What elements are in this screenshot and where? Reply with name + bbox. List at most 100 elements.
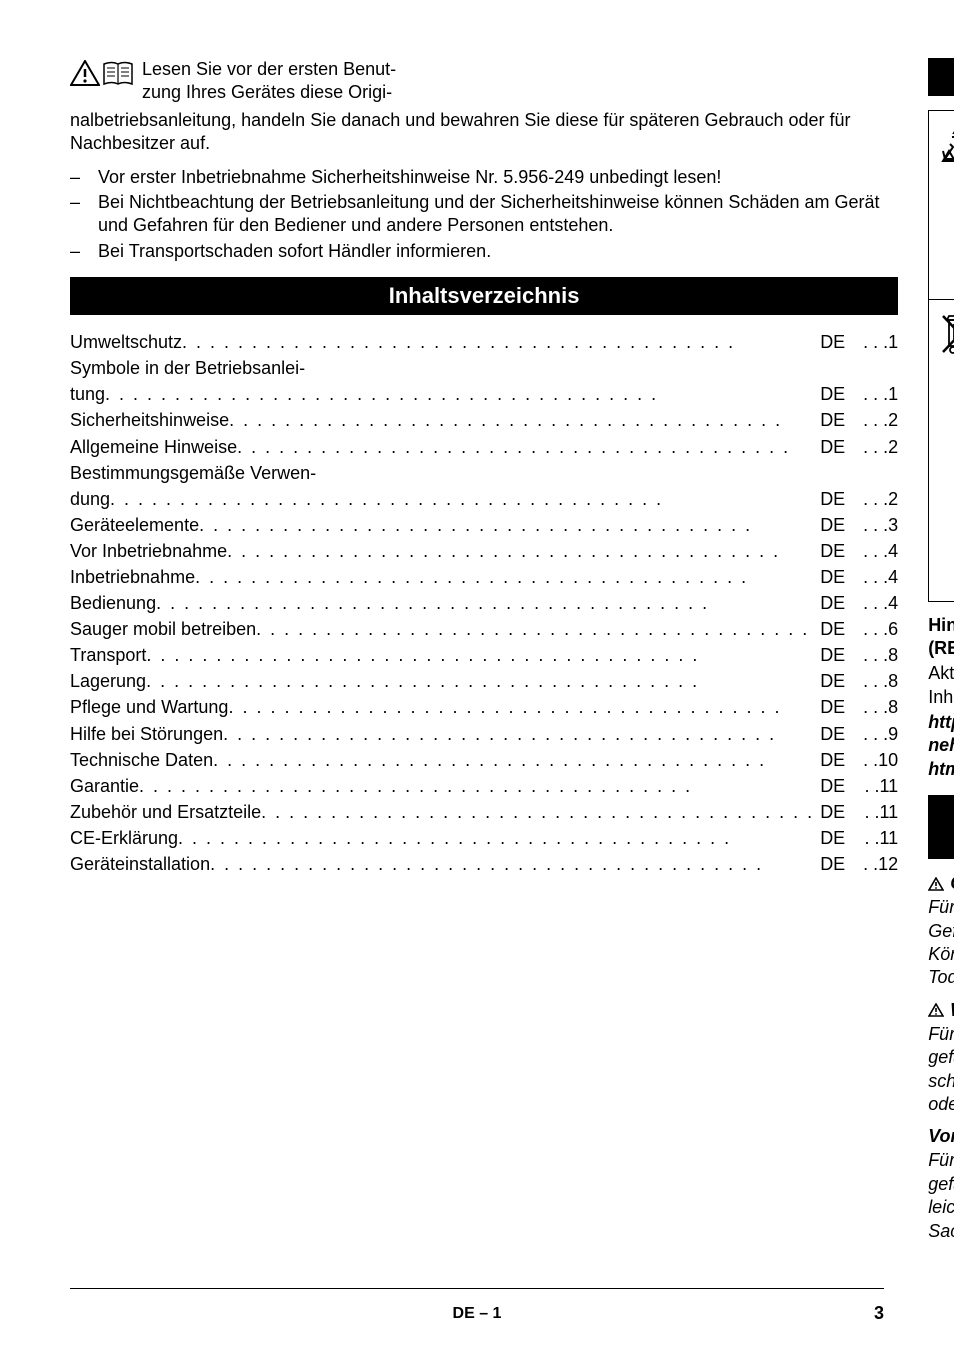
env-heading: Umweltschutz [928, 58, 954, 96]
toc-lang: DE [814, 799, 850, 825]
toc-page: . .11 [850, 773, 898, 799]
toc-page: . . .8 [850, 694, 898, 720]
toc-row: Vor Inbetriebnahme . . . . . . . . . . .… [70, 538, 898, 564]
toc-row: Geräteelemente . . . . . . . . . . . . .… [70, 512, 898, 538]
toc-row: Geräteinstallation . . . . . . . . . . .… [70, 851, 898, 877]
toc-page: . .11 [850, 799, 898, 825]
toc-lang: DE [814, 773, 850, 799]
toc-row: Hilfe bei Störungen . . . . . . . . . . … [70, 721, 898, 747]
toc-row: Sauger mobil betreiben . . . . . . . . .… [70, 616, 898, 642]
toc-lang: DE [814, 590, 850, 616]
toc-lang: DE [814, 329, 850, 355]
recycle-icon [935, 119, 954, 169]
toc-lang: DE [814, 851, 850, 877]
table-of-contents: Umweltschutz . . . . . . . . . . . . . .… [70, 329, 898, 877]
manual-book-icon [102, 60, 134, 86]
toc-lang: DE [814, 381, 850, 407]
toc-lang: DE [814, 747, 850, 773]
right-column: Umweltschutz [928, 58, 954, 1253]
toc-leader-dots: . . . . . . . . . . . . . . . . . . . . … [223, 721, 814, 747]
toc-lang: DE [814, 721, 850, 747]
toc-leader-dots: . . . . . . . . . . . . . . . . . . . . … [261, 799, 814, 825]
toc-row: Sicherheitshinweise . . . . . . . . . . … [70, 407, 898, 433]
toc-lang: DE [814, 486, 850, 512]
toc-label: Symbole in der Betriebsanlei- [70, 355, 305, 381]
list-item: Bei Transportschaden sofort Händler info… [70, 240, 898, 263]
toc-page: . . .4 [850, 590, 898, 616]
toc-row: Bedienung . . . . . . . . . . . . . . . … [70, 590, 898, 616]
toc-leader-dots: . . . . . . . . . . . . . . . . . . . . … [178, 825, 814, 851]
reach-url: http://www.karcher.de/de/unternehmen/umw… [928, 711, 954, 781]
toc-label: Technische Daten [70, 747, 213, 773]
toc-label: Geräteinstallation [70, 851, 210, 877]
warning-triangle-icon [928, 877, 944, 891]
toc-row: Pflege und Wartung . . . . . . . . . . .… [70, 694, 898, 720]
toc-page: . . .2 [850, 407, 898, 433]
toc-label: Transport [70, 642, 146, 668]
toc-page: . . .1 [850, 381, 898, 407]
toc-leader-dots: . . . . . . . . . . . . . . . . . . . . … [156, 590, 814, 616]
toc-row: Garantie . . . . . . . . . . . . . . . .… [70, 773, 898, 799]
toc-label: tung [70, 381, 105, 407]
toc-page: . . .8 [850, 642, 898, 668]
intro-line1: Lesen Sie vor der ersten Benut- [142, 58, 396, 81]
toc-page: . . .4 [850, 564, 898, 590]
warning-text: Für eine möglicherweise gefährliche Situ… [928, 1023, 954, 1117]
toc-leader-dots: . . . . . . . . . . . . . . . . . . . . … [146, 642, 814, 668]
toc-lang: DE [814, 434, 850, 460]
toc-row: dung . . . . . . . . . . . . . . . . . .… [70, 486, 898, 512]
toc-label: Sauger mobil betreiben [70, 616, 256, 642]
toc-row: Umweltschutz . . . . . . . . . . . . . .… [70, 329, 898, 355]
toc-page: . . .2 [850, 434, 898, 460]
toc-label: Geräteelemente [70, 512, 199, 538]
toc-label: Allgemeine Hinweise [70, 434, 237, 460]
toc-row: Allgemeine Hinweise . . . . . . . . . . … [70, 434, 898, 460]
toc-label: Umweltschutz [70, 329, 182, 355]
toc-leader-dots: . . . . . . . . . . . . . . . . . . . . … [228, 694, 814, 720]
toc-page: . . .1 [850, 329, 898, 355]
toc-page: . . .6 [850, 616, 898, 642]
toc-lang: DE [814, 642, 850, 668]
toc-page: . .12 [850, 851, 898, 877]
toc-leader-dots: . . . . . . . . . . . . . . . . . . . . … [256, 616, 814, 642]
toc-label: Garantie [70, 773, 139, 799]
page-footer: DE – 1 3 [70, 1288, 884, 1324]
toc-leader-dots: . . . . . . . . . . . . . . . . . . . . … [195, 564, 814, 590]
toc-page: . . .9 [850, 721, 898, 747]
toc-leader-dots: . . . . . . . . . . . . . . . . . . . . … [199, 512, 814, 538]
toc-label: Vor Inbetriebnahme [70, 538, 227, 564]
bin-icon-cell [929, 300, 954, 602]
toc-lang: DE [814, 616, 850, 642]
toc-label: Zubehör und Ersatzteile [70, 799, 261, 825]
toc-page: . . .3 [850, 512, 898, 538]
toc-leader-dots: . . . . . . . . . . . . . . . . . . . . … [110, 486, 814, 512]
toc-lang: DE [814, 512, 850, 538]
toc-row: CE-Erklärung . . . . . . . . . . . . . .… [70, 825, 898, 851]
intro-icons [70, 60, 134, 86]
toc-row: Symbole in der Betriebsanlei- [70, 355, 898, 381]
toc-label: Inbetriebnahme [70, 564, 195, 590]
reach-heading: Hinweise zu Inhaltsstoffen (REACH) [928, 614, 954, 661]
toc-row: tung . . . . . . . . . . . . . . . . . .… [70, 381, 898, 407]
caution-label: Vorsicht [928, 1126, 954, 1147]
danger-line: Gefahr [928, 873, 954, 894]
crossed-bin-icon [935, 308, 954, 358]
toc-leader-dots: . . . . . . . . . . . . . . . . . . . . … [229, 407, 814, 433]
toc-label: Bestimmungsgemäße Verwen- [70, 460, 316, 486]
table-row: Altgeräte enthalten wertvolle recyclingf… [929, 300, 954, 602]
warning-triangle-icon [70, 60, 100, 86]
toc-leader-dots: . . . . . . . . . . . . . . . . . . . . … [105, 381, 814, 407]
intro-line2: zung Ihres Gerätes diese Origi- [142, 81, 396, 104]
table-row: Die Verpackungsmaterialien sind recycleb… [929, 111, 954, 300]
toc-lang: DE [814, 538, 850, 564]
toc-heading: Inhaltsverzeichnis [70, 277, 898, 315]
toc-leader-dots: . . . . . . . . . . . . . . . . . . . . … [213, 747, 814, 773]
toc-page: . . .4 [850, 538, 898, 564]
toc-page: . .10 [850, 747, 898, 773]
page-content: Lesen Sie vor der ersten Benut- zung Ihr… [70, 58, 884, 1253]
caution-text: Für eine möglicherweise gefährliche Situ… [928, 1149, 954, 1243]
left-column: Lesen Sie vor der ersten Benut- zung Ihr… [70, 58, 898, 1253]
toc-row: Lagerung . . . . . . . . . . . . . . . .… [70, 668, 898, 694]
toc-row: Inbetriebnahme . . . . . . . . . . . . .… [70, 564, 898, 590]
toc-label: Sicherheitshinweise [70, 407, 229, 433]
